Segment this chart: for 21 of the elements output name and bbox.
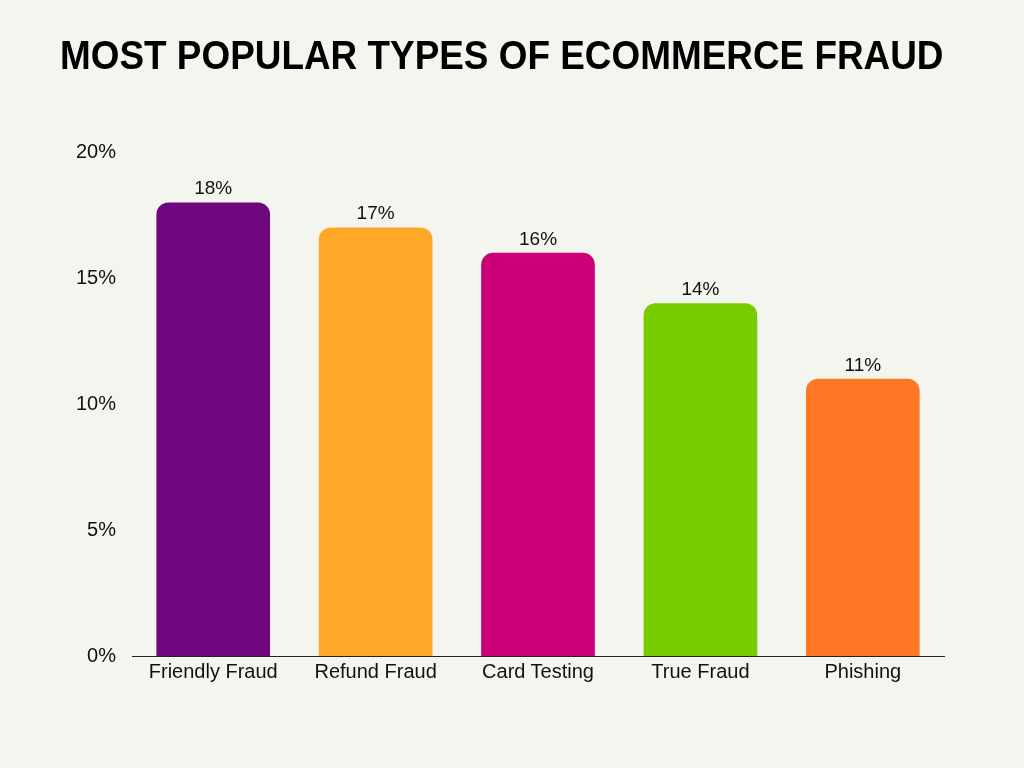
y-tick-label: 20% bbox=[76, 139, 117, 162]
y-tick-label: 15% bbox=[76, 265, 117, 288]
x-tick-label: True Fraud bbox=[651, 659, 750, 682]
data-label: 18% bbox=[194, 177, 233, 199]
data-label: 14% bbox=[681, 277, 720, 299]
bar bbox=[156, 202, 271, 656]
data-label: 16% bbox=[519, 227, 558, 249]
y-tick-label: 0% bbox=[87, 643, 117, 666]
bar bbox=[318, 227, 433, 656]
x-tick-label: Friendly Fraud bbox=[148, 659, 278, 682]
x-tick-label: Card Testing bbox=[482, 659, 594, 682]
bar bbox=[805, 378, 920, 656]
bar bbox=[481, 252, 595, 656]
x-tick-label: Refund Fraud bbox=[314, 659, 437, 682]
bar bbox=[643, 303, 758, 656]
chart-title: MOST POPULAR TYPES OF ECOMMERCE FRAUD bbox=[60, 32, 944, 78]
y-tick-label: 10% bbox=[76, 391, 117, 414]
data-label: 17% bbox=[356, 202, 395, 224]
y-tick-label: 5% bbox=[87, 517, 117, 540]
data-label: 11% bbox=[844, 353, 882, 375]
x-tick-label: Phishing bbox=[824, 659, 902, 682]
